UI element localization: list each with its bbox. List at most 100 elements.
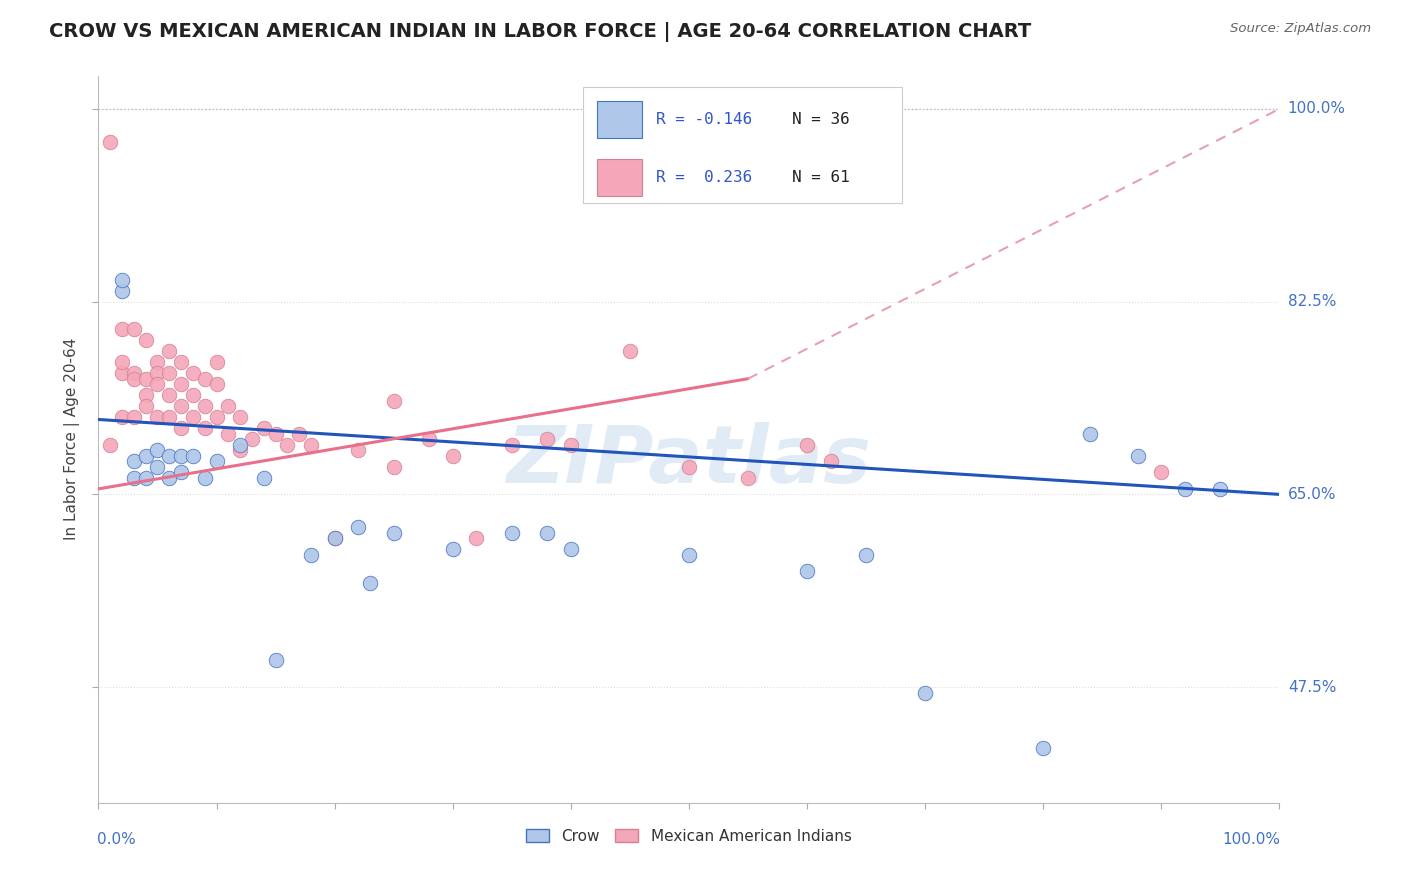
Point [264, 652, 287, 666]
Point [181, 366, 204, 380]
Text: R = -0.146: R = -0.146 [655, 112, 752, 127]
Point [619, 344, 641, 359]
Point [1032, 740, 1054, 755]
Point [855, 548, 877, 562]
Text: 47.5%: 47.5% [1288, 680, 1336, 695]
Point [441, 449, 464, 463]
Point [157, 471, 180, 485]
Point [157, 410, 180, 425]
Point [181, 388, 204, 402]
Point [347, 520, 370, 534]
Point [229, 410, 252, 425]
Point [737, 471, 759, 485]
Point [240, 432, 263, 446]
Point [299, 548, 322, 562]
Point [111, 355, 134, 369]
Legend: Crow, Mexican American Indians: Crow, Mexican American Indians [520, 822, 858, 850]
Point [229, 438, 252, 452]
Point [194, 421, 217, 435]
Point [111, 322, 134, 336]
Point [157, 344, 180, 359]
Point [323, 532, 346, 546]
Point [98, 135, 121, 149]
Point [536, 432, 558, 446]
Point [217, 426, 239, 441]
Point [205, 355, 228, 369]
Point [264, 426, 287, 441]
Point [560, 542, 582, 557]
Point [111, 410, 134, 425]
Point [796, 438, 818, 452]
Text: CROW VS MEXICAN AMERICAN INDIAN IN LABOR FORCE | AGE 20-64 CORRELATION CHART: CROW VS MEXICAN AMERICAN INDIAN IN LABOR… [49, 22, 1032, 42]
Text: ZIPatlas: ZIPatlas [506, 422, 872, 500]
Point [146, 355, 169, 369]
Y-axis label: In Labor Force | Age 20-64: In Labor Force | Age 20-64 [63, 338, 80, 541]
Point [217, 399, 239, 413]
Point [146, 366, 169, 380]
Point [146, 443, 169, 458]
Point [194, 372, 217, 386]
Point [501, 438, 523, 452]
Point [1150, 466, 1173, 480]
Point [122, 454, 145, 468]
Point [441, 542, 464, 557]
Point [170, 466, 193, 480]
Point [205, 377, 228, 392]
Point [678, 548, 700, 562]
Point [135, 388, 157, 402]
Point [820, 454, 842, 468]
Point [170, 355, 193, 369]
Point [157, 366, 180, 380]
Point [122, 322, 145, 336]
Point [122, 471, 145, 485]
Point [253, 471, 276, 485]
Point [135, 471, 157, 485]
Text: R =  0.236: R = 0.236 [655, 170, 752, 186]
Point [382, 525, 405, 540]
Point [205, 410, 228, 425]
Point [146, 377, 169, 392]
Point [170, 421, 193, 435]
Point [194, 471, 217, 485]
Point [382, 393, 405, 408]
Point [135, 399, 157, 413]
Point [347, 443, 370, 458]
Point [382, 459, 405, 474]
Point [170, 399, 193, 413]
Text: 100.0%: 100.0% [1223, 832, 1281, 847]
Point [135, 372, 157, 386]
Point [501, 525, 523, 540]
Point [323, 532, 346, 546]
Point [288, 426, 311, 441]
Bar [596, 159, 641, 196]
Point [1174, 482, 1197, 496]
Point [146, 410, 169, 425]
Point [678, 459, 700, 474]
Text: N = 61: N = 61 [792, 170, 849, 186]
Point [299, 438, 322, 452]
Point [205, 454, 228, 468]
Text: 82.5%: 82.5% [1288, 294, 1336, 310]
Point [276, 438, 298, 452]
Point [1080, 426, 1102, 441]
Point [111, 366, 134, 380]
Point [418, 432, 440, 446]
Point [181, 410, 204, 425]
Point [111, 284, 134, 298]
Point [170, 449, 193, 463]
Point [111, 272, 134, 286]
Point [135, 449, 157, 463]
Text: Source: ZipAtlas.com: Source: ZipAtlas.com [1230, 22, 1371, 36]
Text: 65.0%: 65.0% [1288, 487, 1336, 502]
Point [536, 525, 558, 540]
Text: 0.0%: 0.0% [97, 832, 136, 847]
Point [98, 438, 121, 452]
Point [170, 377, 193, 392]
Point [253, 421, 276, 435]
Text: 100.0%: 100.0% [1288, 102, 1346, 116]
Point [122, 410, 145, 425]
Point [1209, 482, 1232, 496]
Point [796, 565, 818, 579]
Point [914, 686, 936, 700]
Point [157, 388, 180, 402]
